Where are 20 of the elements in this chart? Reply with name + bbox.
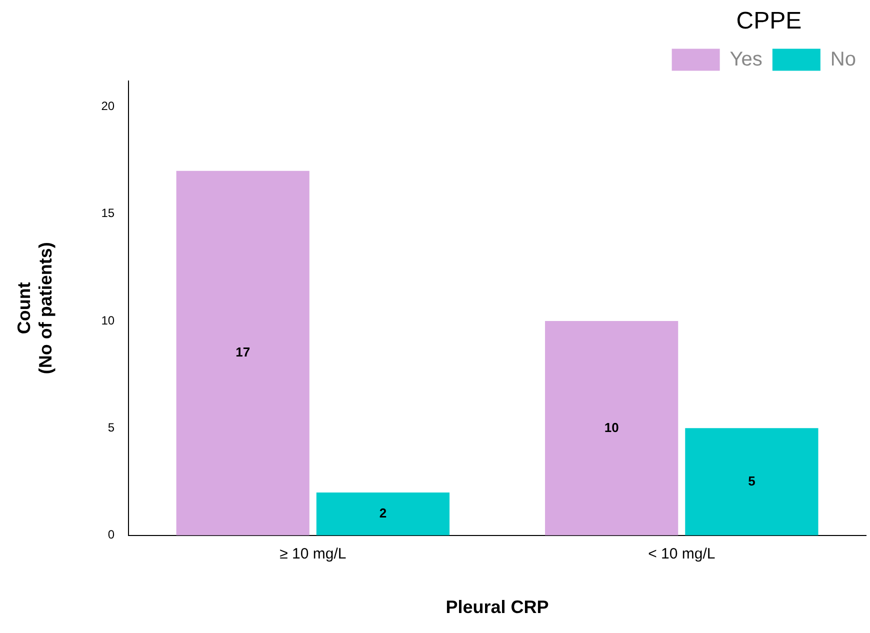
data-label: 10 (604, 420, 619, 435)
y-axis-title: Count (No of patients) (14, 242, 56, 374)
data-label: 2 (379, 506, 387, 521)
y-tick-label: 20 (101, 98, 115, 113)
y-tick-label: 15 (101, 206, 115, 220)
legend-title: CPPE (736, 8, 802, 35)
bar (176, 170, 310, 536)
y-tick-label: 10 (101, 313, 115, 328)
y-tick-label: 5 (108, 420, 115, 434)
x-tick-label: < 10 mg/L (648, 546, 716, 563)
x-axis-title: Pleural CRP (446, 597, 549, 618)
legend-label: No (830, 48, 856, 70)
bar (685, 428, 818, 536)
x-tick-label: ≥ 10 mg/L (280, 546, 346, 563)
y-tick-label: 0 (108, 528, 115, 542)
bar (316, 492, 450, 536)
data-label: 17 (236, 344, 250, 360)
legend-label: Yes (730, 48, 762, 70)
data-label: 5 (748, 473, 756, 488)
bar (545, 320, 678, 536)
